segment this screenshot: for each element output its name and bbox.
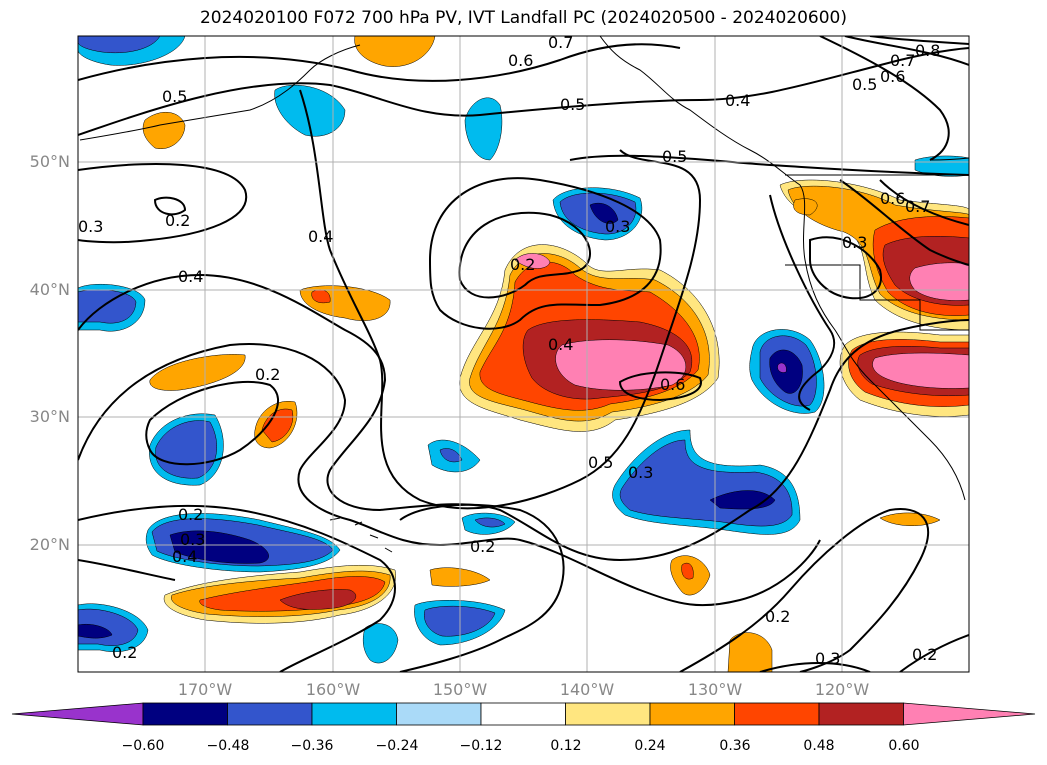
- contour-label: 0.7: [548, 33, 573, 52]
- colorbar: [11, 702, 1036, 726]
- contour-label: 0.7: [890, 51, 915, 70]
- contour-label: 0.3: [78, 217, 103, 236]
- latitude-label: 40°N: [29, 280, 70, 299]
- contour-label: 0.2: [765, 607, 790, 626]
- contour-label: 0.4: [178, 267, 203, 286]
- contour-label: 0.5: [162, 87, 187, 106]
- longitude-label: 150°W: [432, 680, 488, 699]
- colorbar-tick-label: 0.24: [634, 738, 666, 754]
- contour-label: 0.2: [470, 537, 495, 556]
- colorbar-swatch: [565, 702, 651, 726]
- contour-label: 0.4: [548, 335, 573, 354]
- colorbar-swatch: [227, 702, 313, 726]
- longitude-label: 140°W: [559, 680, 615, 699]
- contour-label: 0.8: [915, 41, 940, 60]
- colorbar-tick-label: −0.60: [121, 738, 165, 754]
- contour-label: 0.3: [180, 530, 205, 549]
- colorbar-tick-label: 0.36: [719, 738, 751, 754]
- contour-label: 0.6: [880, 67, 905, 86]
- contour-label: 0.5: [662, 147, 687, 166]
- contour-label: 0.2: [178, 505, 203, 524]
- colorbar-tick-label: 0.12: [550, 738, 582, 754]
- contour-label: 0.4: [308, 227, 333, 246]
- longitude-label: 170°W: [177, 680, 233, 699]
- contour-label: 0.4: [172, 547, 197, 566]
- coastlines: [79, 36, 969, 553]
- contour-label-layer: 0.7 0.6 0.5 0.5 0.4 0.8 0.7 0.6 0.5 0.5 …: [78, 33, 940, 668]
- colorbar-swatch: [396, 702, 482, 726]
- latitude-label: 30°N: [29, 407, 70, 426]
- colorbar-swatch: [734, 702, 820, 726]
- contour-label: 0.3: [628, 463, 653, 482]
- colorbar-swatch: [818, 702, 904, 726]
- contour-label: 0.3: [815, 649, 840, 668]
- colorbar-tick-label: −0.36: [290, 738, 334, 754]
- contour-label: 0.5: [852, 75, 877, 94]
- colorbar-swatch: [649, 702, 735, 726]
- latitude-label: 50°N: [29, 152, 70, 171]
- colorbar-swatch: [311, 702, 397, 726]
- contour-label: 0.3: [605, 217, 630, 236]
- contour-label: 0.2: [510, 255, 535, 274]
- contour-label: 0.5: [560, 95, 585, 114]
- contour-label: 0.2: [912, 645, 937, 664]
- contour-label: 0.4: [725, 91, 750, 110]
- latitude-label: 20°N: [29, 535, 70, 554]
- longitude-label: 160°W: [305, 680, 361, 699]
- colorbar-tick-label: 0.60: [888, 738, 920, 754]
- colorbar-swatch: [480, 702, 566, 726]
- colorbar-tick-label: −0.12: [459, 738, 503, 754]
- map-title: 2024020100 F072 700 hPa PV, IVT Landfall…: [199, 8, 847, 28]
- plot-frame: [77, 35, 970, 673]
- contour-label: 0.3: [842, 233, 867, 252]
- colorbar-tick-label: −0.24: [375, 738, 419, 754]
- gridlines: [78, 36, 969, 672]
- contour-label: 0.2: [255, 365, 280, 384]
- colorbar-extend-max: [903, 702, 1036, 726]
- contour-label: 0.7: [905, 197, 930, 216]
- contour-label: 0.5: [588, 453, 613, 472]
- longitude-label: 130°W: [687, 680, 743, 699]
- map-plot-area: 0.7 0.6 0.5 0.5 0.4 0.8 0.7 0.6 0.5 0.5 …: [78, 33, 969, 672]
- colorbar-tick-label: −0.48: [206, 738, 250, 754]
- contour-label: 0.6: [660, 375, 685, 394]
- contour-label: 0.6: [880, 189, 905, 208]
- longitude-label: 120°W: [814, 680, 870, 699]
- colorbar-swatch: [142, 702, 228, 726]
- colorbar-extend-min: [11, 702, 144, 726]
- contour-lines: [78, 36, 969, 672]
- contour-label: 0.2: [165, 211, 190, 230]
- contour-label: 0.2: [112, 643, 137, 662]
- shading-layer: [78, 36, 969, 672]
- contour-label: 0.6: [508, 51, 533, 70]
- colorbar-tick-label: 0.48: [803, 738, 835, 754]
